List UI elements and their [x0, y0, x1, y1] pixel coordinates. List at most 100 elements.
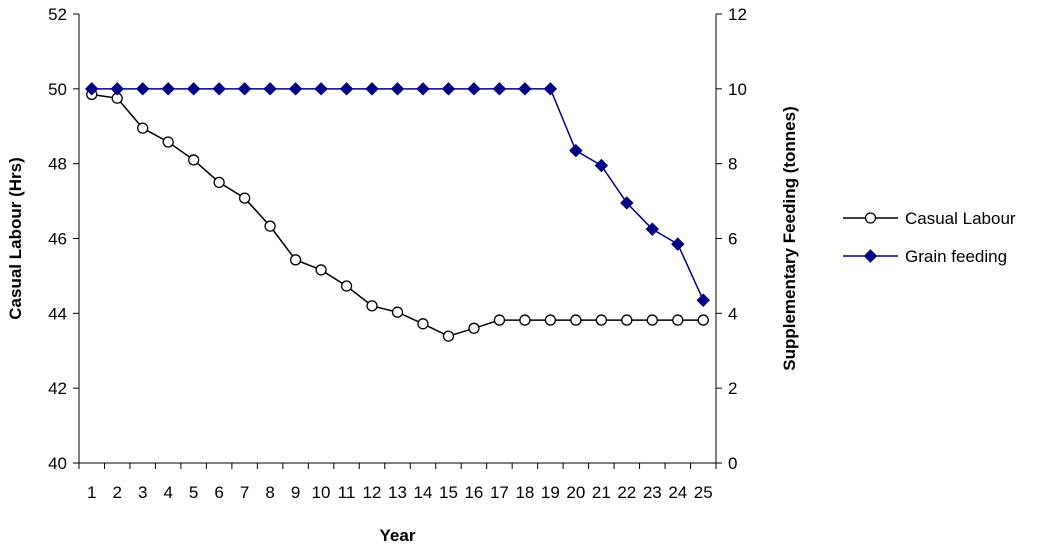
y-axis-right-title: Supplementary Feeding (tonnes)	[780, 106, 799, 370]
y-right-tick-label: 10	[728, 80, 747, 99]
y-left-tick-label: 42	[48, 379, 67, 398]
data-point-circle	[468, 322, 480, 334]
y-right-tick-label: 12	[728, 5, 747, 24]
axes	[78, 14, 717, 464]
data-point-diamond	[518, 82, 532, 96]
data-point-diamond	[135, 82, 150, 96]
data-point-diamond	[671, 237, 685, 251]
data-point-diamond	[263, 82, 277, 96]
x-tick-label: 4	[163, 483, 172, 502]
data-point-circle	[697, 314, 709, 326]
data-point-diamond	[543, 82, 558, 96]
x-tick-label: 11	[338, 483, 356, 502]
y-right-tick-label: 2	[728, 379, 737, 398]
data-point-circle	[213, 176, 225, 189]
y-left-tick-label: 44	[48, 304, 67, 323]
data-point-diamond	[492, 82, 507, 96]
x-tick-label: 23	[643, 483, 662, 502]
data-point-diamond	[569, 143, 583, 158]
series-line-1	[91, 88, 704, 301]
data-point-diamond	[645, 222, 660, 236]
x-tick-label: 8	[265, 483, 274, 502]
series-line-0	[91, 93, 704, 337]
data-point-circle	[544, 314, 557, 326]
data-point-circle	[519, 314, 531, 326]
data-point-diamond	[365, 82, 379, 96]
y-right-tick-label: 6	[728, 230, 737, 249]
y-right-tick-label: 4	[728, 304, 737, 323]
data-point-circle	[595, 314, 607, 326]
y-right-tick-label: 8	[728, 155, 737, 174]
data-point-circle	[238, 192, 251, 204]
y-left-tick-label: 46	[48, 230, 67, 249]
data-point-diamond	[237, 82, 252, 96]
x-tick-label: 5	[189, 483, 198, 502]
data-point-diamond	[212, 82, 226, 96]
data-point-circle	[289, 254, 302, 266]
data-point-diamond	[594, 158, 609, 173]
x-tick-label: 14	[414, 483, 433, 502]
y-left-tick-label: 50	[48, 80, 67, 99]
legend-marker-diamond	[863, 249, 878, 263]
data-point-circle	[672, 314, 684, 326]
x-tick-label: 19	[541, 483, 560, 502]
data-point-diamond	[416, 82, 430, 96]
data-point-diamond	[288, 82, 303, 96]
x-tick-label: 12	[363, 483, 382, 502]
y-left-tick-label: 52	[48, 5, 67, 24]
legend-marker-circle	[864, 212, 877, 224]
data-point-circle	[417, 318, 429, 330]
x-tick-label: 9	[291, 483, 300, 502]
x-tick-label: 10	[312, 483, 331, 502]
data-point-circle	[340, 280, 353, 292]
x-tick-label: 18	[515, 483, 534, 502]
data-point-diamond	[696, 293, 710, 307]
data-point-diamond	[161, 82, 175, 96]
data-point-circle	[137, 122, 149, 134]
legend-label-0: Casual Labour	[905, 209, 1016, 228]
x-tick-label: 1	[87, 483, 96, 502]
x-axis-title: Year	[380, 526, 416, 545]
data-point-circle	[621, 314, 633, 326]
data-point-diamond	[339, 82, 354, 96]
x-tick-label: 16	[464, 483, 483, 502]
y-right-tick-label: 0	[728, 454, 737, 473]
x-tick-label: 7	[240, 483, 249, 502]
x-tick-label: 25	[694, 483, 713, 502]
data-point-diamond	[85, 82, 99, 96]
data-point-circle	[264, 220, 276, 232]
x-tick-label: 3	[138, 483, 147, 502]
data-point-circle	[646, 314, 658, 326]
x-tick-label: 17	[490, 483, 509, 502]
data-point-diamond	[467, 82, 481, 96]
series-layer	[85, 82, 710, 342]
y-left-tick-label: 48	[48, 155, 67, 174]
data-point-diamond	[314, 82, 328, 96]
y-left-tick-label: 40	[48, 454, 67, 473]
data-point-diamond	[110, 82, 124, 96]
x-tick-label: 20	[566, 483, 585, 502]
x-tick-label: 21	[592, 483, 611, 502]
data-point-circle	[391, 306, 404, 318]
data-point-circle	[442, 330, 455, 342]
data-point-diamond	[441, 82, 456, 96]
data-point-circle	[188, 154, 200, 166]
y-axis-left-title: Casual Labour (Hrs)	[6, 157, 25, 319]
x-tick-label: 6	[214, 483, 223, 502]
data-point-diamond	[390, 82, 405, 96]
x-tick-label: 2	[112, 483, 121, 502]
x-tick-label: 24	[668, 483, 687, 502]
data-point-circle	[315, 264, 327, 276]
x-tick-label: 13	[388, 483, 407, 502]
x-tick-label: 15	[439, 483, 458, 502]
data-point-diamond	[186, 82, 201, 96]
data-point-diamond	[620, 196, 634, 210]
data-point-circle	[570, 314, 582, 326]
data-point-circle	[366, 300, 378, 312]
data-point-circle	[162, 136, 174, 148]
data-point-circle	[493, 314, 506, 326]
legend-label-1: Grain feeding	[905, 247, 1007, 266]
x-tick-label: 22	[617, 483, 636, 502]
